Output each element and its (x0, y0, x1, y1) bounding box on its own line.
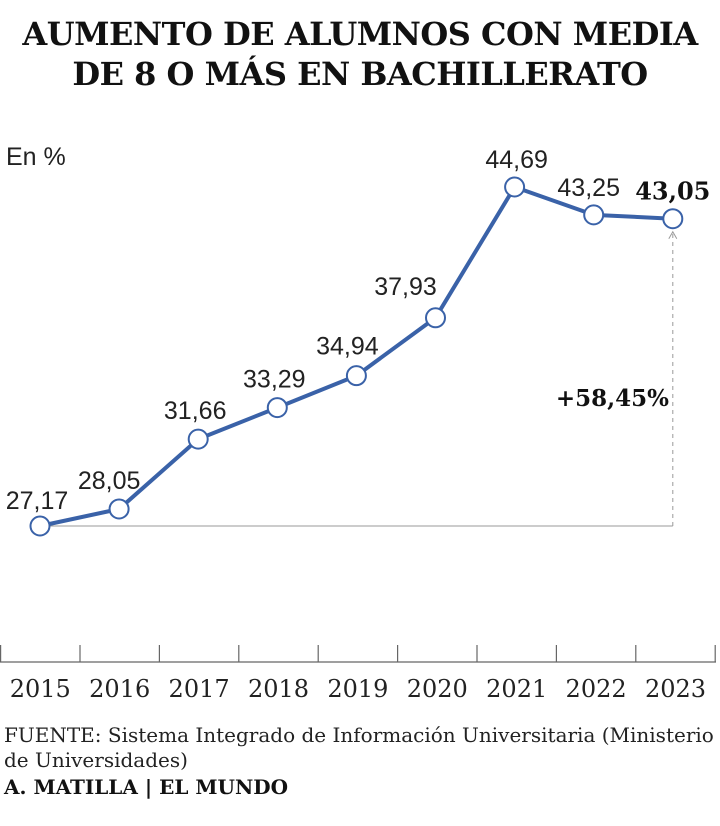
data-point-2018 (266, 397, 288, 419)
unit-label: En % (6, 143, 66, 171)
data-label-2017: 31,66 (164, 397, 227, 425)
x-tick-label-2017: 2017 (169, 675, 230, 703)
source-text: Sistema Integrado de Información Univers… (4, 723, 714, 772)
x-tick-label-2019: 2019 (327, 675, 388, 703)
growth-arrow-head (668, 230, 678, 239)
data-label-2015: 27,17 (6, 487, 69, 515)
x-tick-label-2023: 2023 (645, 675, 706, 703)
source-label: FUENTE: (4, 723, 102, 747)
data-label-2019: 34,94 (316, 333, 379, 361)
data-label-2018: 33,29 (243, 366, 306, 394)
x-tick-label-2020: 2020 (407, 675, 468, 703)
data-point-2021 (504, 176, 526, 198)
data-label-2020: 37,93 (374, 273, 437, 301)
reference-lines (40, 230, 678, 527)
data-point-2017 (187, 428, 209, 450)
x-tick-label-2015: 2015 (10, 675, 71, 703)
data-point-2016 (108, 498, 130, 520)
x-tick-label-2022: 2022 (566, 675, 627, 703)
x-tick-label-2021: 2021 (486, 675, 547, 703)
x-tick-label-2016: 2016 (89, 675, 150, 703)
data-points (29, 176, 684, 537)
data-label-2023: 43,05 (635, 177, 710, 206)
data-label-2022: 43,25 (557, 174, 620, 202)
credit-line: A. MATILLA | EL MUNDO (4, 775, 288, 799)
data-labels: 27,17 28,05 31,66 33,29 34,94 37,93 44,69 43,25… (6, 146, 711, 515)
data-point-2020 (425, 307, 446, 329)
data-point-2015 (29, 515, 51, 537)
x-tick-label-2018: 2018 (248, 675, 309, 703)
chart-title: AUMENTO DE ALUMNOS CON MEDIA DE 8 O MÁS … (22, 15, 698, 93)
data-label-2016: 28,05 (78, 467, 141, 495)
data-point-2023 (662, 208, 684, 230)
data-label-2021: 44,69 (485, 146, 548, 174)
data-point-2019 (345, 365, 367, 387)
growth-annotation: +58,45% (556, 385, 669, 412)
source-note: FUENTE: Sistema Integrado de Información… (4, 723, 716, 773)
x-axis (0, 645, 716, 663)
data-point-2022 (583, 204, 605, 226)
x-tick-labels: 2015 2016 2017 2018 2019 2020 2021 2022 2023 (10, 675, 706, 703)
